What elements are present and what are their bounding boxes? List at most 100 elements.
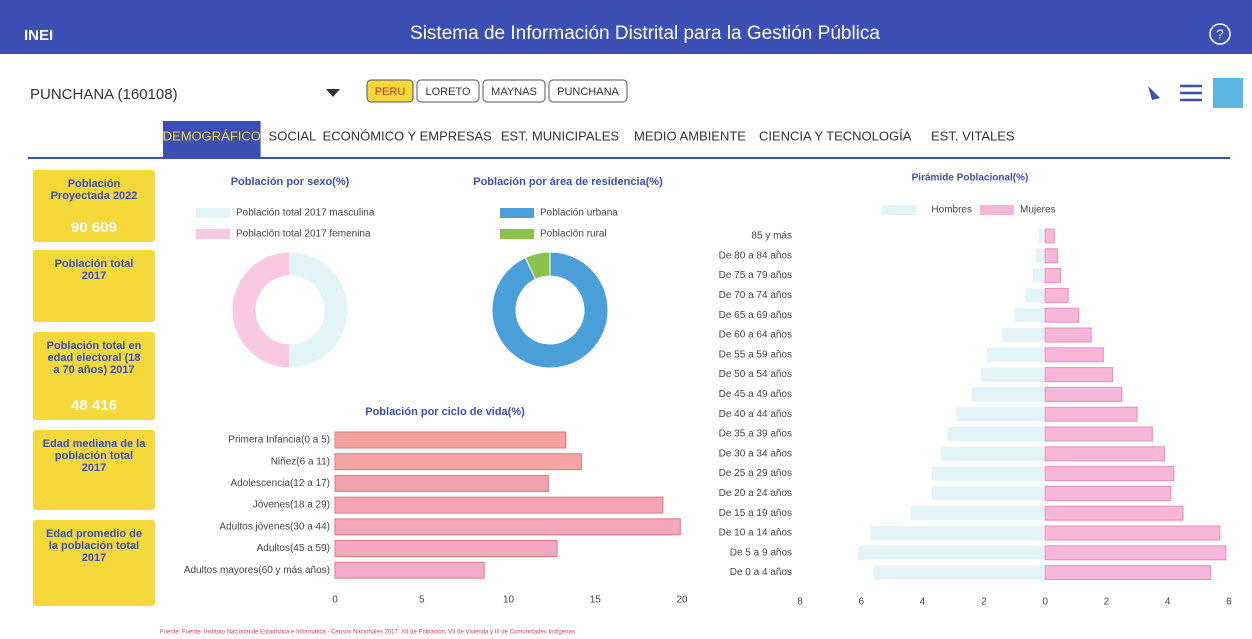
bar-women	[1044, 228, 1055, 244]
tab[interactable]: EST. MUNICIPALES	[501, 128, 620, 143]
legend-label: Población total 2017 masculina	[236, 208, 375, 219]
bar-women	[1044, 268, 1061, 284]
chart-title: Población por área de residencia(%)	[473, 176, 663, 188]
legend-swatch	[196, 229, 230, 239]
y-tick-label: De 20 a 24 años	[719, 488, 792, 499]
card-label: Población total en edad electoral (18 a 70…	[47, 340, 142, 376]
footer: Fuente: Fuente: Instituto Nacional de Es…	[160, 630, 575, 636]
y-tick-label: De 0 a 4 años	[730, 567, 792, 578]
breadcrumb-label[interactable]: MAYNAS	[491, 86, 537, 98]
bar-women	[1044, 466, 1175, 482]
y-tick-label: De 30 a 34 años	[719, 448, 792, 459]
donut-slice	[524, 251, 551, 280]
x-tick-label: 0	[332, 595, 338, 606]
bar-men	[873, 565, 1046, 580]
breadcrumb-label[interactable]: LORETO	[425, 86, 470, 98]
bar-men	[1025, 288, 1046, 303]
y-tick-label: De 50 a 54 años	[719, 369, 792, 380]
card-label: Edad promedio de la población total 2017	[46, 528, 142, 564]
tab[interactable]: MEDIO AMBIENTE	[634, 128, 746, 143]
y-tick-label: De 65 a 69 años	[719, 310, 792, 321]
bar	[334, 540, 558, 557]
tab-active[interactable]	[163, 121, 261, 157]
x-tick-label: 0	[1042, 597, 1048, 608]
legend-label: Mujeres	[1020, 205, 1056, 216]
bar	[334, 518, 681, 536]
bar-women	[1044, 386, 1123, 402]
tab[interactable]: EST. VITALES	[931, 128, 1015, 143]
dashboard-icon[interactable]	[1213, 78, 1243, 108]
bar-men	[986, 347, 1046, 362]
bar-men	[980, 367, 1046, 382]
x-tick-label: 2	[1104, 597, 1110, 608]
breadcrumb-button[interactable]	[416, 79, 480, 103]
y-tick-label: Adolescencia(12 a 17)	[230, 478, 330, 489]
card	[33, 250, 155, 322]
bar	[334, 453, 582, 471]
donut-slice	[289, 251, 349, 369]
y-tick-label: De 10 a 14 años	[719, 528, 792, 539]
x-tick-label: 8	[797, 597, 803, 608]
bar-men	[947, 427, 1046, 441]
breadcrumb-button[interactable]	[366, 79, 414, 103]
bar	[334, 474, 549, 492]
y-tick-label: De 45 a 49 años	[719, 389, 792, 400]
y-tick-label: De 70 a 74 años	[719, 290, 792, 301]
donut-slice	[231, 251, 291, 369]
bar-men	[971, 387, 1046, 402]
donut-slice	[491, 251, 609, 369]
legend-label: Hombres	[931, 205, 972, 216]
y-tick-label: De 15 a 19 años	[719, 508, 792, 519]
logo: INEI	[24, 27, 53, 44]
help-label[interactable]: ?	[1216, 26, 1223, 41]
y-tick-label: Primera Infancia(0 a 5)	[228, 435, 330, 446]
card	[33, 332, 155, 420]
bar-men	[858, 545, 1046, 560]
tab[interactable]: CIENCIA Y TECNOLOGÍA	[759, 128, 912, 143]
y-tick-label: Niñez(6 a 11)	[271, 456, 330, 467]
help-icon[interactable]	[1209, 23, 1231, 45]
tab[interactable]: ECONÓMICO Y EMPRESAS	[323, 128, 493, 143]
card	[33, 520, 155, 606]
bar-men	[1014, 308, 1046, 323]
bar-men	[910, 506, 1046, 521]
bar	[334, 561, 485, 579]
bar-men	[1039, 229, 1046, 243]
legend-swatch	[980, 205, 1014, 215]
card-value: 48 416	[71, 397, 117, 414]
bar-men	[1035, 248, 1046, 263]
dropdown-arrow[interactable]	[326, 89, 340, 97]
y-tick-label: De 60 a 64 años	[719, 330, 792, 341]
bar-men	[931, 466, 1046, 481]
bar-men	[931, 486, 1046, 501]
list-icon[interactable]	[1180, 84, 1202, 102]
breadcrumb-label[interactable]: PUNCHANA	[557, 86, 619, 98]
y-tick-label: De 40 a 44 años	[719, 409, 792, 420]
bar-women	[1044, 545, 1227, 561]
x-tick-label: 10	[503, 595, 515, 606]
tab[interactable]: SOCIAL	[269, 128, 317, 143]
chart-title: Población por ciclo de vida(%)	[365, 406, 525, 418]
bar-men	[940, 446, 1046, 461]
breadcrumb-button[interactable]	[548, 79, 628, 103]
bar	[334, 431, 567, 449]
breadcrumb-label[interactable]: PERU	[375, 86, 406, 98]
bar-men	[1032, 268, 1046, 283]
legend-label: Población total 2017 femenina	[236, 229, 371, 240]
x-tick-label: 20	[676, 595, 688, 606]
x-tick-label: 6	[1226, 597, 1232, 608]
tab[interactable]: DEMOGRÁFICO	[163, 128, 261, 143]
map-icon[interactable]	[1148, 86, 1160, 100]
y-tick-label: De 25 a 29 años	[719, 468, 792, 479]
bar-women	[1044, 565, 1212, 581]
breadcrumb-button[interactable]	[482, 79, 546, 103]
bar-women	[1044, 327, 1092, 343]
legend-swatch	[500, 229, 534, 239]
location: PUNCHANA (160108)	[30, 86, 178, 103]
bar-women	[1044, 446, 1166, 462]
bar-men	[956, 407, 1046, 422]
y-tick-label: De 5 a 9 años	[730, 547, 792, 558]
header-title: Sistema de Información Distrital para la…	[410, 23, 880, 44]
y-tick-label: Adultos mayores(60 y más años)	[184, 565, 330, 576]
